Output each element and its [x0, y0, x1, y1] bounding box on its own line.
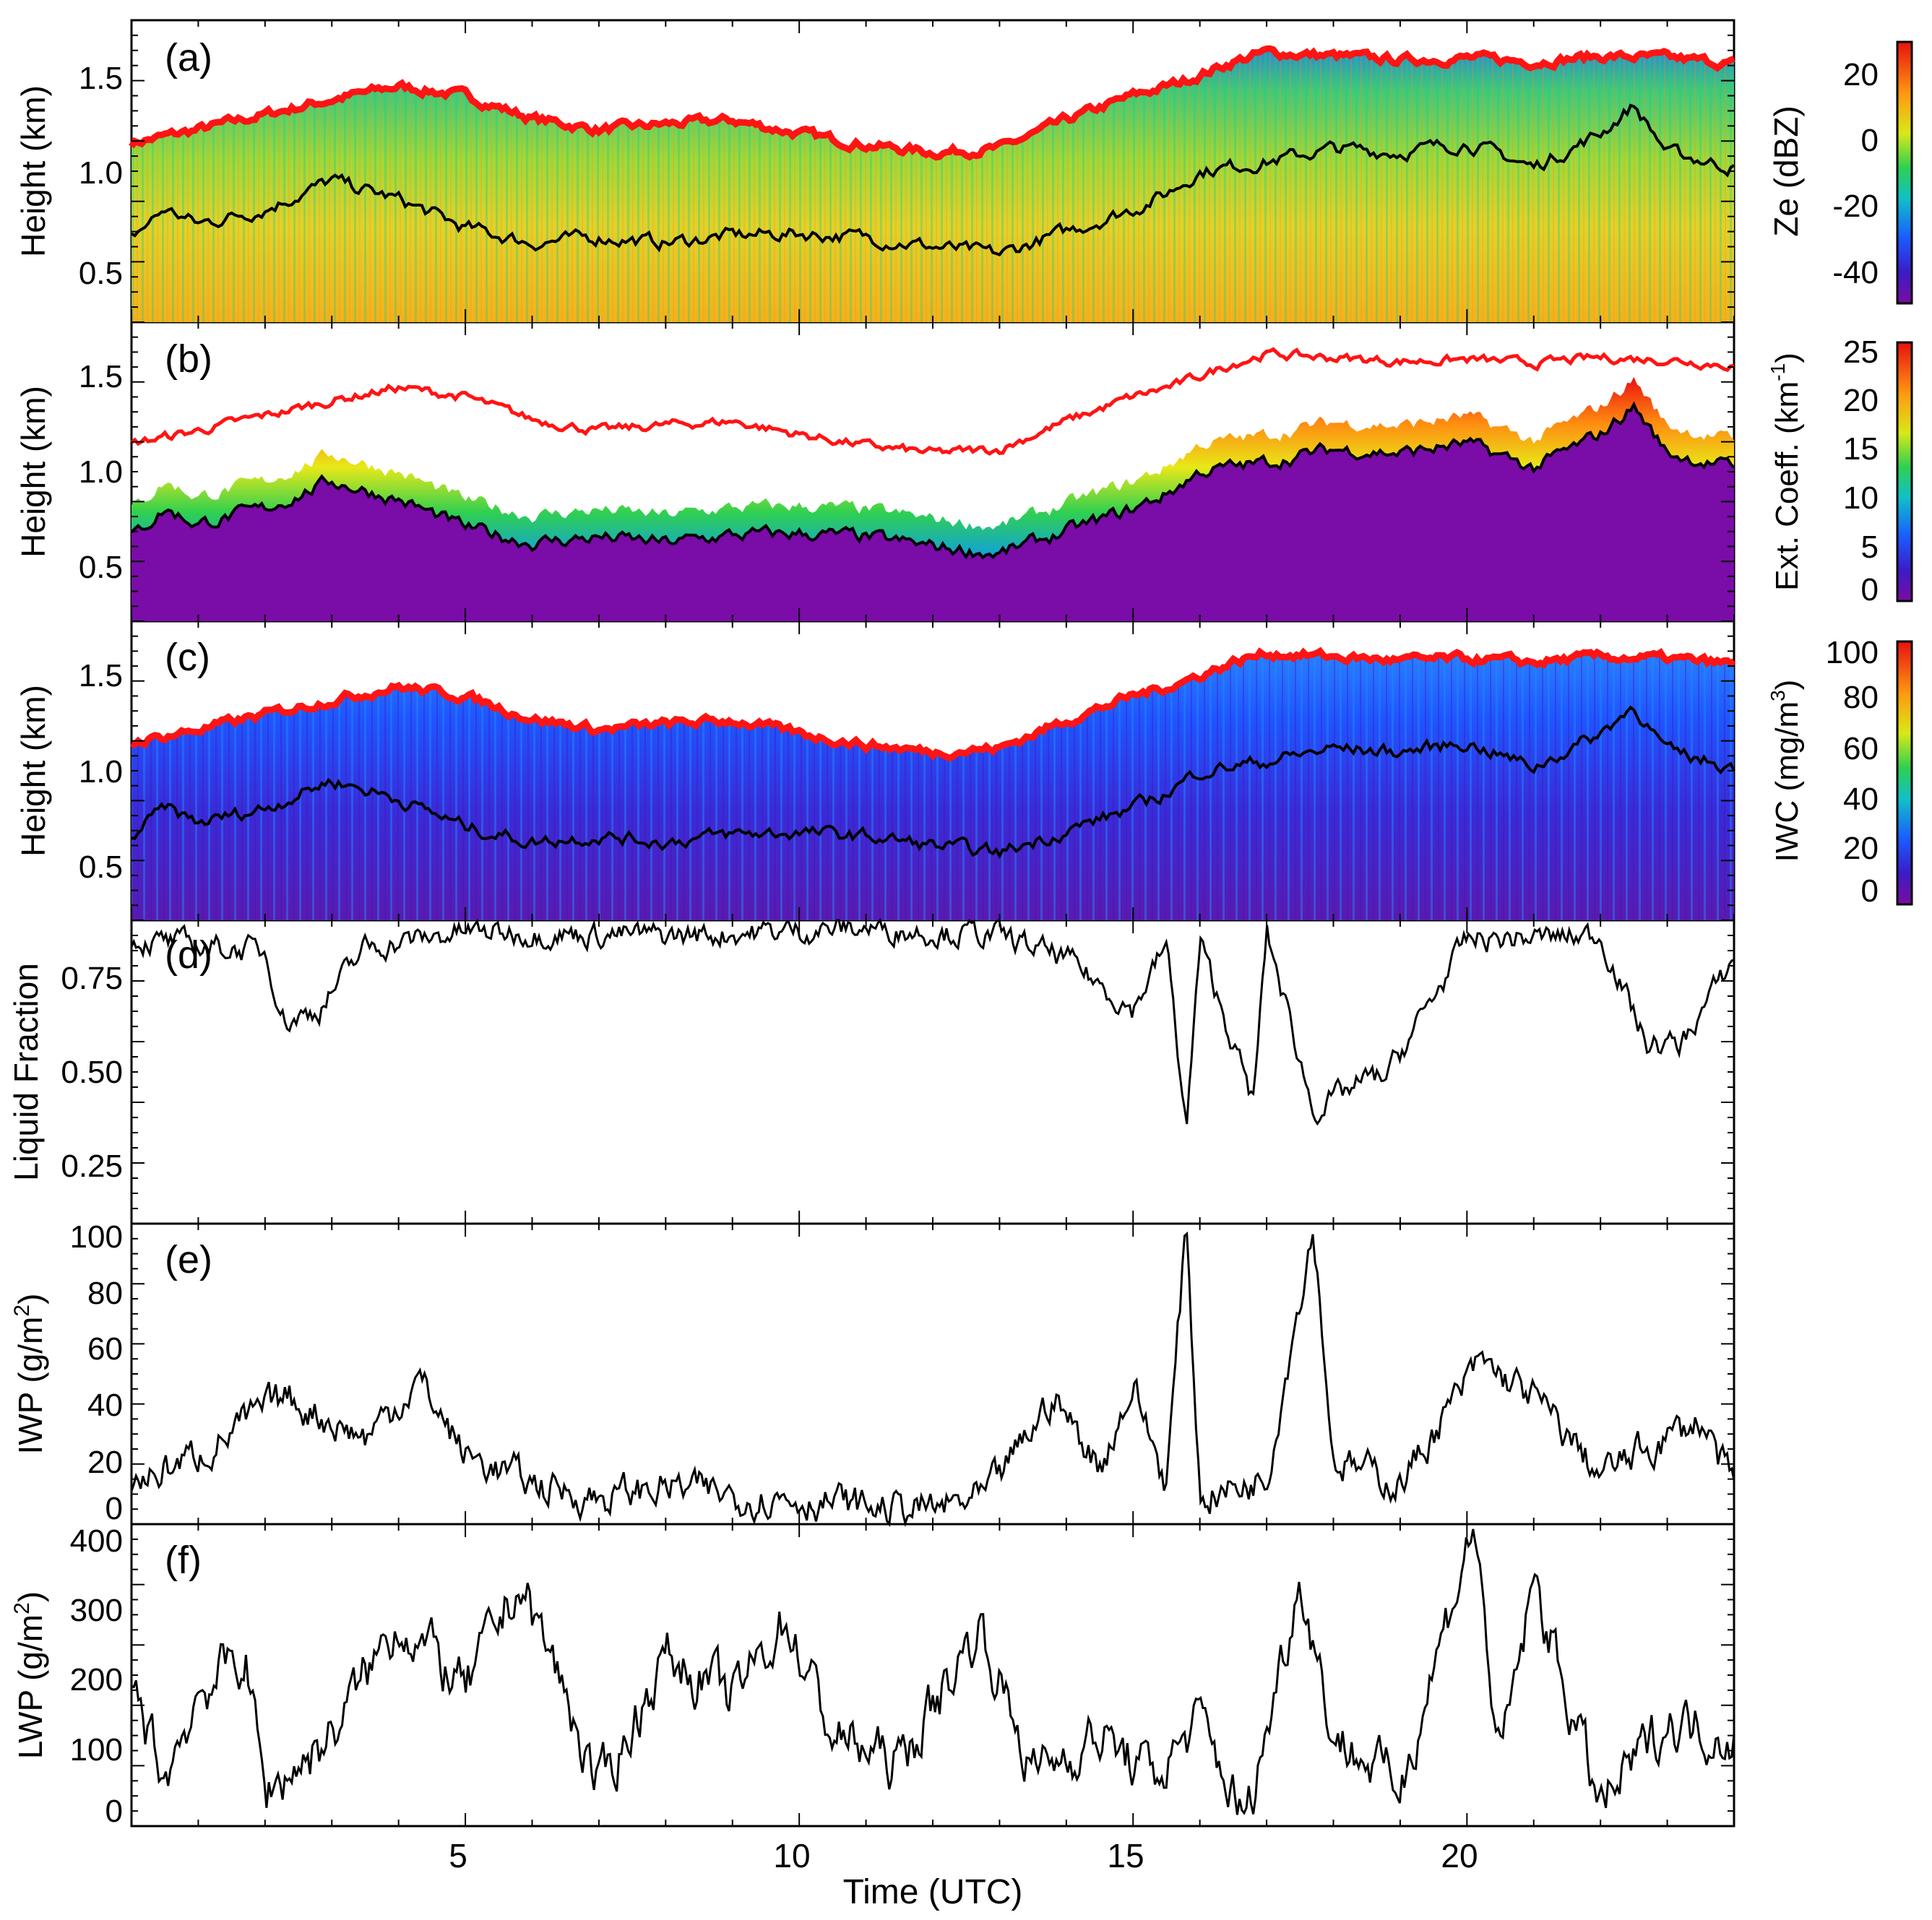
panel-a-streaks [131, 48, 1734, 323]
colorbar-c-title-sup: 3 [1767, 690, 1789, 701]
colorbar-b-tick: 15 [1843, 431, 1879, 467]
panel-a-cloud-base-line [130, 103, 1735, 256]
colorbar-c-tick: 80 [1843, 680, 1879, 715]
panel-d-ytick: 0.25 [61, 1149, 123, 1184]
lwp-line [131, 1528, 1735, 1815]
panel-f-ylabel-sup: 2 [10, 1602, 34, 1614]
panel-e-ytick: 80 [87, 1276, 123, 1311]
panel-b-cloud-base-line [130, 401, 1735, 560]
panel-label-f: (f) [165, 1539, 202, 1582]
panel-f-ylabel-main: LWP (g/m [12, 1614, 49, 1759]
colorbar-a-tick: -40 [1832, 255, 1879, 290]
panel-label-a: (a) [165, 36, 212, 79]
colorbar-b-tick: 20 [1843, 383, 1879, 418]
panel-f-frame [130, 1523, 1735, 1828]
panel-label-c: (c) [165, 636, 210, 679]
panel-e-ytick: 100 [70, 1219, 123, 1255]
panel-c-ytick: 1.5 [79, 658, 123, 693]
colorbar-a-tick: 20 [1843, 57, 1879, 92]
panel-e-ylabel-main: IWP (g/m [12, 1317, 49, 1455]
colorbar-b [1896, 341, 1913, 602]
panel-f-ytick: 300 [70, 1593, 123, 1628]
panel-f-ylabel: LWP (g/m2) [10, 1591, 49, 1759]
iwp-line [130, 1231, 1735, 1528]
panel-b-cloud-top-line [130, 347, 1735, 456]
panel-d-ylabel: Liquid Fraction [7, 963, 45, 1181]
panel-e-ylabel-sup: 2 [10, 1305, 34, 1317]
colorbar-c-title-main: IWC (mg/m [1769, 701, 1805, 862]
panel-a-ytick: 0.5 [79, 256, 123, 291]
panel-e-ytick: 20 [87, 1445, 123, 1480]
panel-c-cloud-base-line [131, 705, 1735, 859]
colorbar-b-title-main: Ext. Coeff. (km [1769, 381, 1805, 591]
panel-e-ytick: 0 [105, 1491, 123, 1526]
panel-a-reflectivity-field [131, 48, 1734, 323]
colorbar-c-title: IWC (mg/m3) [1767, 680, 1805, 862]
colorbar-b-title-sup: -1 [1767, 363, 1789, 381]
xtick-label: 20 [1441, 1837, 1478, 1874]
colorbar-b-tick: 25 [1843, 334, 1879, 370]
panel-c-iwc-field [131, 651, 1734, 920]
panel-d-ytick: 0.75 [61, 961, 123, 996]
panel-c-ytick: 0.5 [79, 849, 123, 885]
colorbar-a-tick: 0 [1861, 123, 1879, 158]
xtick-label: 5 [449, 1837, 467, 1874]
colorbar-b-title: Ext. Coeff. (km-1) [1767, 353, 1805, 591]
panel-c-ytick: 1.0 [79, 754, 123, 790]
colorbar-b-tick: 5 [1861, 529, 1879, 565]
panel-label-b: (b) [165, 337, 212, 381]
panel-f-ylabel-end: ) [12, 1591, 49, 1602]
colorbar-c-tick: 40 [1843, 782, 1879, 817]
panel-a-ytick: 1.5 [79, 61, 123, 96]
colorbar-a [1896, 40, 1913, 305]
panel-e-ytick: 40 [87, 1388, 123, 1423]
liquid-fraction-line [130, 917, 1735, 1126]
panel-b-liquid-layer [131, 404, 1734, 621]
xtick-label: 10 [773, 1837, 810, 1874]
panel-d-frame [130, 919, 1735, 1225]
xtick-label: 15 [1107, 1837, 1144, 1874]
panel-a-cloud-top-line [129, 45, 1735, 161]
panel-c-cloud-top-line [130, 647, 1736, 762]
panel-e-ytick: 60 [87, 1331, 123, 1367]
colorbar-c-tick: 20 [1843, 831, 1879, 866]
panel-label-d: (d) [165, 933, 212, 977]
panel-b-cloud-base-rim [131, 376, 1734, 558]
colorbar-c-title-end: ) [1769, 680, 1805, 691]
panel-a-ytick: 1.0 [79, 155, 123, 191]
panel-e-ylabel: IWP (g/m2) [10, 1294, 49, 1455]
panel-c-ylabel: Height (km) [14, 685, 52, 857]
colorbar-a-title: Ze (dBZ) [1767, 105, 1805, 236]
colorbar-b-tick: 10 [1843, 480, 1879, 516]
panel-c-streaks [131, 651, 1734, 920]
colorbar-c-tick: 60 [1843, 731, 1879, 766]
panel-label-e: (e) [165, 1238, 212, 1281]
colorbar-c-tick: 0 [1861, 873, 1879, 909]
panel-f-ytick: 0 [105, 1794, 123, 1829]
colorbar-a-tick: -20 [1832, 189, 1879, 224]
panel-f-ytick: 100 [70, 1732, 123, 1768]
panel-b-ytick: 1.0 [79, 454, 123, 490]
x-axis-title: Time (UTC) [843, 1873, 1023, 1911]
colorbar-b-title-end: ) [1769, 353, 1805, 363]
colorbar-b-tick: 0 [1861, 572, 1879, 607]
panel-b-extinction-field [131, 376, 1734, 621]
panel-b-ytick: 0.5 [79, 550, 123, 585]
panel-f-ytick: 200 [70, 1662, 123, 1698]
panel-d-ytick: 0.50 [61, 1055, 123, 1090]
panel-b-ylabel: Height (km) [14, 386, 52, 558]
panel-b-ytick: 1.5 [79, 359, 123, 394]
panel-f-ytick: 400 [70, 1523, 123, 1559]
panel-e-ylabel-end: ) [12, 1294, 49, 1305]
panel-a-ylabel: Height (km) [14, 85, 52, 257]
colorbar-c [1896, 640, 1913, 906]
colorbar-c-tick: 100 [1826, 635, 1879, 670]
